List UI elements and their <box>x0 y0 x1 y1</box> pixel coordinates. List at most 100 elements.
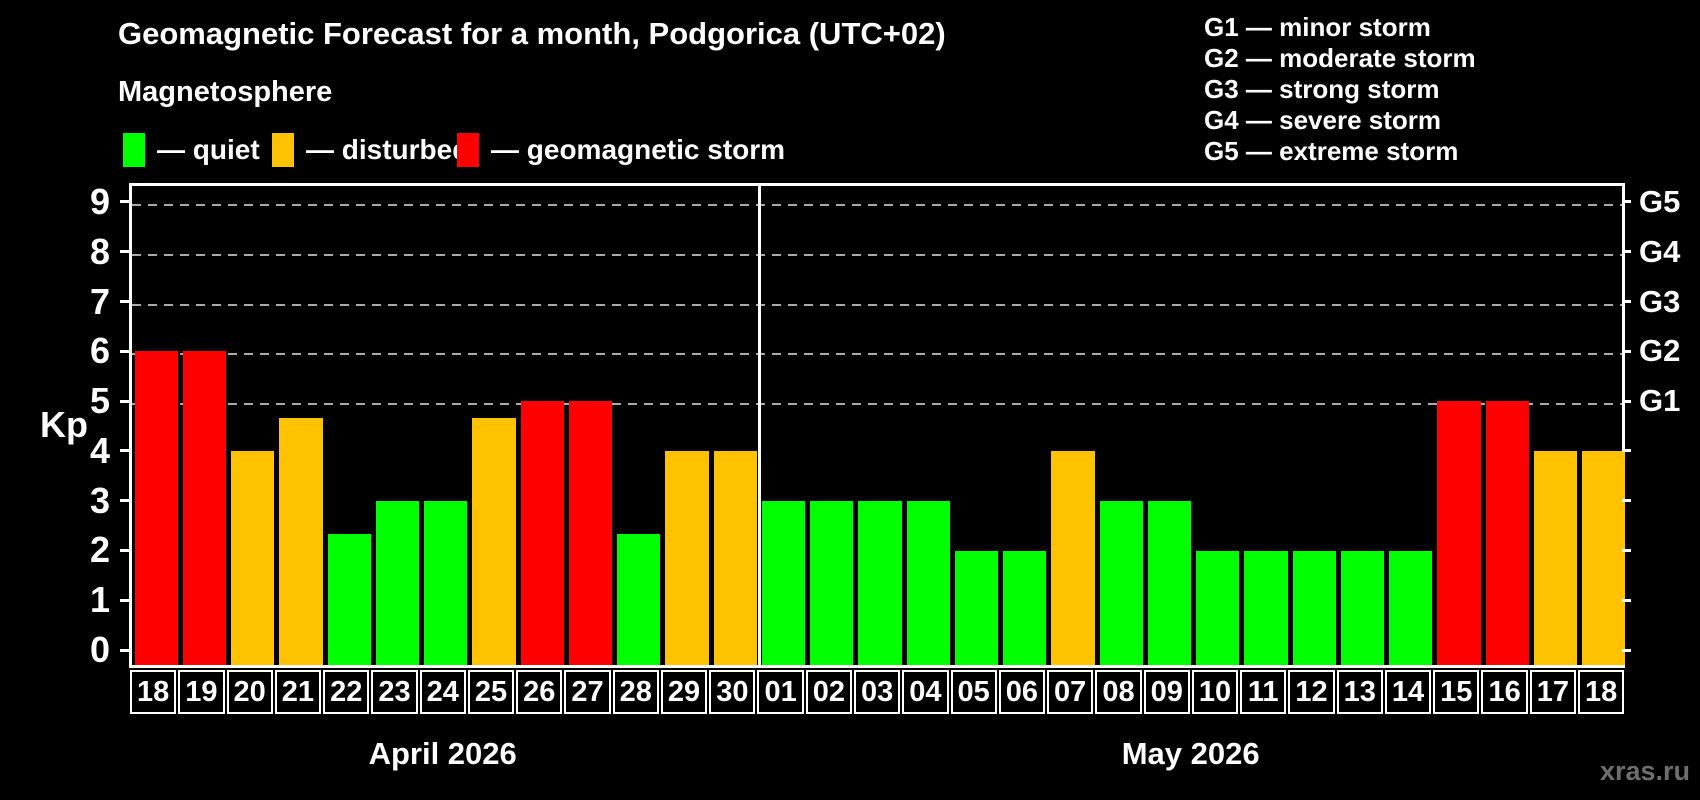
month-separator-line <box>757 186 761 665</box>
kp-bar-day-23 <box>375 500 420 665</box>
kp-bar-day-15 <box>1437 401 1481 665</box>
day-label: 22 <box>323 670 370 714</box>
kp-bar-day-18 <box>1582 450 1626 665</box>
kp-bar-day-12 <box>1292 550 1336 665</box>
g-axis-label-g2: G2 <box>1639 333 1681 369</box>
day-label: 04 <box>902 670 949 714</box>
y-tick-label-3: 3 <box>89 479 110 521</box>
y-tick-label-7: 7 <box>89 280 110 322</box>
right-tick-kp3 <box>1622 499 1631 503</box>
gridline-kp7 <box>132 303 1622 306</box>
kp-bar-day-08 <box>1099 500 1143 665</box>
kp-bar-day-06 <box>1003 550 1047 665</box>
kp-bar-day-20 <box>231 450 275 665</box>
day-label: 29 <box>660 670 708 714</box>
right-tick-kp9 <box>1622 200 1631 204</box>
day-label: 03 <box>853 670 901 714</box>
day-label: 13 <box>1336 670 1383 714</box>
day-label: 11 <box>1240 670 1287 714</box>
day-label: 12 <box>1288 670 1335 714</box>
kp-bar-day-19 <box>182 351 226 665</box>
kp-bar-day-29 <box>665 450 709 665</box>
kp-bar-day-17 <box>1533 450 1578 665</box>
day-label: 16 <box>1481 670 1528 714</box>
kp-bar-day-28 <box>617 534 661 665</box>
right-tick-kp2 <box>1622 548 1631 552</box>
day-label: 18 <box>130 670 177 714</box>
g-scale-legend-line: G4 — severe storm <box>1204 105 1442 135</box>
left-tick-kp3 <box>120 499 129 503</box>
day-label: 21 <box>274 670 322 714</box>
left-tick-kp2 <box>120 548 129 552</box>
plot-area <box>129 183 1626 668</box>
g-axis-label-g4: G4 <box>1639 233 1681 269</box>
legend-label: — geomagnetic storm <box>491 134 786 165</box>
day-label: 08 <box>1095 670 1142 714</box>
kp-bar-day-30 <box>713 450 757 665</box>
month-label-april: April 2026 <box>368 736 517 771</box>
kp-bar-day-02 <box>810 500 854 665</box>
day-label: 02 <box>805 670 852 714</box>
left-tick-kp6 <box>120 349 129 353</box>
left-tick-kp5 <box>120 399 129 403</box>
kp-bar-day-10 <box>1196 550 1240 665</box>
left-tick-kp1 <box>120 598 129 602</box>
disturbed-swatch <box>272 133 294 167</box>
chart-subtitle: Magnetosphere <box>118 76 333 108</box>
watermark: xras.ru <box>1599 756 1690 786</box>
kp-bar-day-13 <box>1340 550 1385 665</box>
g-scale-legend-line: G1 — minor storm <box>1204 12 1431 42</box>
right-tick-kp6 <box>1622 349 1631 353</box>
left-tick-kp0 <box>120 648 129 652</box>
y-axis-label: Kp <box>40 404 88 445</box>
y-tick-label-2: 2 <box>89 529 110 571</box>
right-tick-kp0 <box>1622 648 1631 652</box>
g-axis-label-g3: G3 <box>1639 283 1681 319</box>
kp-bar-day-01 <box>761 500 806 665</box>
left-tick-kp4 <box>120 449 129 453</box>
right-tick-kp1 <box>1622 598 1631 602</box>
day-label: 18 <box>1577 670 1625 714</box>
kp-bar-day-05 <box>954 550 999 665</box>
legend-item-quiet: — quiet <box>123 133 260 167</box>
day-label: 15 <box>1433 670 1480 714</box>
kp-bar-day-04 <box>906 500 950 665</box>
day-label: 23 <box>371 670 418 714</box>
day-label: 17 <box>1529 670 1576 714</box>
g-axis-label-g5: G5 <box>1639 183 1681 219</box>
kp-bar-day-26 <box>520 401 564 665</box>
day-label: 28 <box>612 670 659 714</box>
kp-bar-day-21 <box>279 417 323 665</box>
right-tick-kp5 <box>1622 399 1631 403</box>
y-tick-label-1: 1 <box>89 579 110 621</box>
g-scale-legend-line: G5 — extreme storm <box>1204 136 1459 166</box>
kp-bar-day-14 <box>1389 550 1433 665</box>
day-label: 07 <box>1047 670 1094 714</box>
y-tick-label-5: 5 <box>89 380 110 422</box>
day-label: 26 <box>516 670 563 714</box>
kp-bar-day-27 <box>568 401 613 665</box>
kp-bar-day-11 <box>1244 550 1288 665</box>
quiet-swatch <box>123 133 145 167</box>
right-tick-kp8 <box>1622 250 1631 254</box>
kp-bar-day-09 <box>1147 500 1192 665</box>
x-axis-day-labels: 18 19 20 21 22 23 24 25 26 27 28 29 30 01 02 03 04 05 06 07… <box>129 670 1625 714</box>
gridline-kp8 <box>132 253 1622 256</box>
legend-label: — disturbed <box>306 134 470 165</box>
left-tick-kp7 <box>120 300 129 303</box>
kp-bar-day-18 <box>134 351 178 665</box>
day-label: 19 <box>178 670 225 714</box>
g-scale-legend-line: G2 — moderate storm <box>1204 43 1476 73</box>
kp-bar-day-03 <box>858 500 902 665</box>
day-label: 05 <box>950 670 997 714</box>
day-label: 20 <box>226 670 273 714</box>
storm-swatch <box>457 133 479 167</box>
chart-title: Geomagnetic Forecast for a month, Podgor… <box>118 16 946 51</box>
kp-bar-day-22 <box>327 534 371 665</box>
y-tick-label-6: 6 <box>89 330 110 372</box>
y-tick-label-9: 9 <box>89 180 110 222</box>
g-axis-label-g1: G1 <box>1639 383 1681 419</box>
month-label-may: May 2026 <box>1121 736 1260 771</box>
day-label: 27 <box>564 670 611 714</box>
